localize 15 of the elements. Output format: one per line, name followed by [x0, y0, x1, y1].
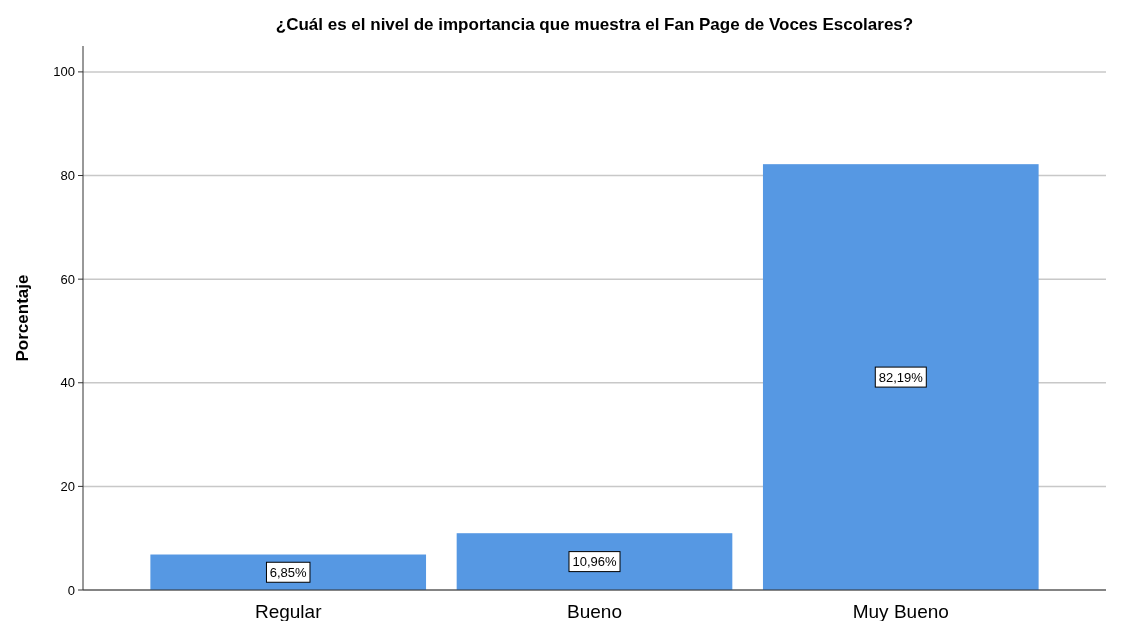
- y-tick-label: 80: [60, 168, 75, 184]
- bar: [762, 164, 1039, 590]
- y-tick-label: 0: [67, 582, 75, 598]
- bar: [456, 533, 733, 590]
- y-tick-label: 100: [53, 64, 75, 80]
- y-tick-label: 60: [60, 271, 75, 287]
- y-axis-title: Porcentaje: [13, 274, 32, 362]
- bar: [150, 554, 427, 590]
- data-label: 10,96%: [572, 554, 617, 570]
- chart-title: ¿Cuál es el nivel de importancia que muestra el Fan Page de Voces Escolares?: [275, 15, 914, 34]
- data-label: 82,19%: [878, 369, 924, 385]
- y-tick-label: 20: [60, 478, 75, 494]
- data-label: 6,85%: [269, 564, 308, 580]
- x-tick-label: Bueno: [567, 601, 622, 621]
- y-tick-label: 40: [60, 375, 75, 391]
